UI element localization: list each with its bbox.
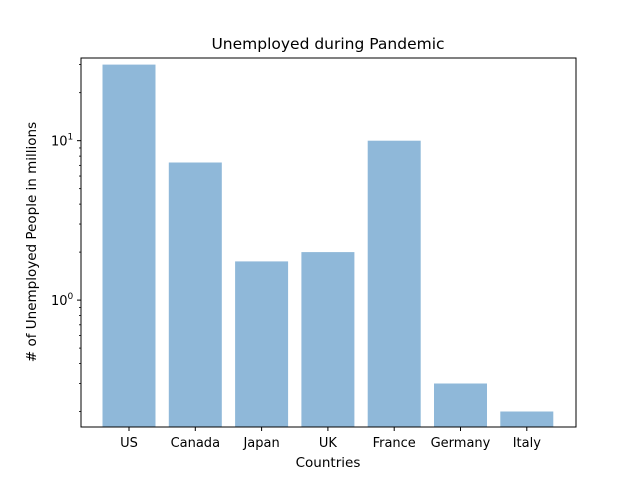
bar-uk (301, 252, 355, 427)
bar-japan (235, 261, 289, 427)
x-tick-label: Italy (513, 436, 542, 451)
bar-germany (434, 383, 487, 427)
bar-us (102, 64, 156, 427)
chart-title: Unemployed during Pandemic (211, 35, 444, 53)
bars-group (102, 64, 554, 427)
x-tick-label: Canada (171, 436, 220, 451)
y-axis-label: # of Unemployed People in millions (24, 122, 40, 362)
x-tick-group: US Canada Japan UK France Germany Italy (120, 427, 541, 451)
x-tick-label: Germany (431, 436, 491, 451)
x-tick-label: France (373, 436, 416, 451)
bar-canada (168, 162, 222, 427)
bar-france (367, 140, 421, 427)
x-tick-label: Japan (242, 436, 279, 451)
y-tick-label: 101 (51, 133, 73, 150)
x-axis-label: Countries (296, 455, 361, 471)
x-tick-label: UK (319, 436, 338, 451)
plot-frame (80, 57, 577, 428)
y-tick-group: 100 101 (51, 64, 81, 412)
y-tick-label: 100 (51, 292, 74, 309)
bar-italy (500, 411, 554, 427)
x-tick-label: US (120, 436, 138, 451)
